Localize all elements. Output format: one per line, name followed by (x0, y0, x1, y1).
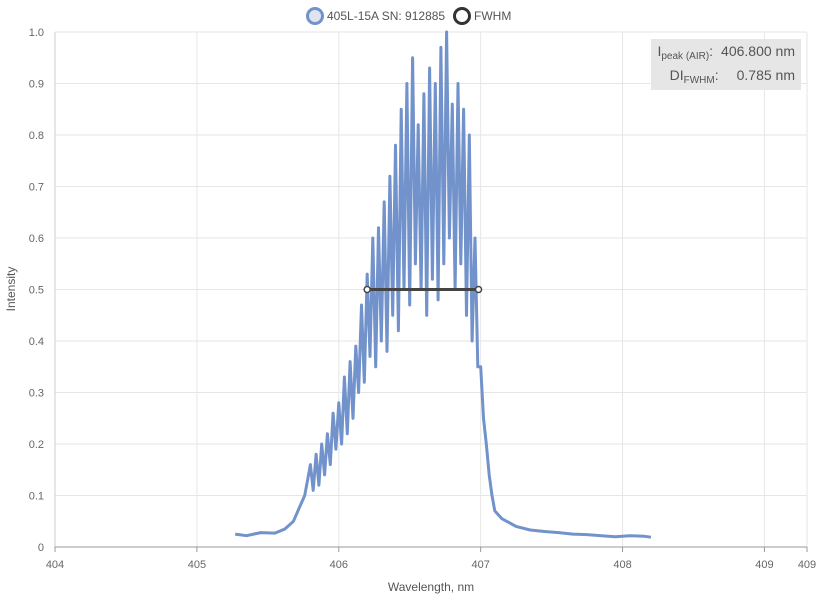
x-tick-label: 409 (798, 559, 816, 571)
peak-key-label: I (657, 43, 662, 59)
peak-info-box: Ipeak (AIR): 406.800 nm DIFWHM: 0.785 nm (651, 39, 801, 90)
fwhm-key-label: DI (669, 67, 684, 83)
spectrum-line (234, 30, 652, 539)
y-tick-label: 1.0 (29, 27, 44, 39)
fwhm-point-right (474, 285, 483, 294)
peak-key-sub: peak (AIR) (661, 51, 710, 62)
y-tick-label: 0.3 (29, 388, 44, 400)
peak-row: Ipeak (AIR): 406.800 nm (651, 39, 801, 63)
x-tick-label: 407 (471, 559, 489, 571)
y-tick-label: 0.9 (29, 79, 44, 91)
fwhm-key-sub: FWHM (683, 75, 715, 86)
fwhm-row: DIFWHM: 0.785 nm (651, 63, 801, 87)
axes (54, 32, 807, 548)
y-tick-label: 0.4 (29, 336, 44, 348)
legend-fwhm-label[interactable]: FWHM (474, 9, 511, 23)
fwhm-key: DIFWHM: (669, 67, 719, 86)
series-layer (234, 30, 652, 539)
y-tick-label: 0.1 (29, 491, 44, 503)
x-tick-label: 405 (188, 559, 206, 571)
y-axis-title: Intensity (4, 267, 18, 312)
fwhm-value: 0.785 nm (736, 67, 795, 83)
peak-value: 406.800 nm (721, 43, 795, 59)
y-tick-label: 0.8 (29, 130, 44, 142)
x-ticks: 404 405 406 407 408 409 409 (46, 547, 816, 571)
legend[interactable]: 405L-15A SN: 912885 FWHM (306, 7, 512, 25)
y-tick-label: 0.7 (29, 182, 44, 194)
x-tick-label: 409 (755, 559, 773, 571)
x-tick-label: 404 (46, 559, 64, 571)
legend-fwhm-marker[interactable] (453, 7, 471, 25)
x-axis-title: Wavelength, nm (388, 580, 474, 594)
x-tick-label: 408 (613, 559, 631, 571)
y-tick-label: 0.5 (29, 285, 44, 297)
y-ticks: 0 0.1 0.2 0.3 0.4 0.5 0.6 0.7 0.8 0.9 1.0 (29, 27, 44, 554)
y-tick-label: 0 (38, 542, 44, 554)
y-tick-label: 0.6 (29, 233, 44, 245)
legend-series-label[interactable]: 405L-15A SN: 912885 (327, 9, 445, 23)
fwhm-point-left (363, 285, 371, 294)
y-tick-label: 0.2 (29, 439, 44, 451)
legend-series-marker[interactable] (306, 7, 324, 25)
x-tick-label: 406 (330, 559, 348, 571)
peak-key: Ipeak (AIR): (657, 43, 714, 62)
